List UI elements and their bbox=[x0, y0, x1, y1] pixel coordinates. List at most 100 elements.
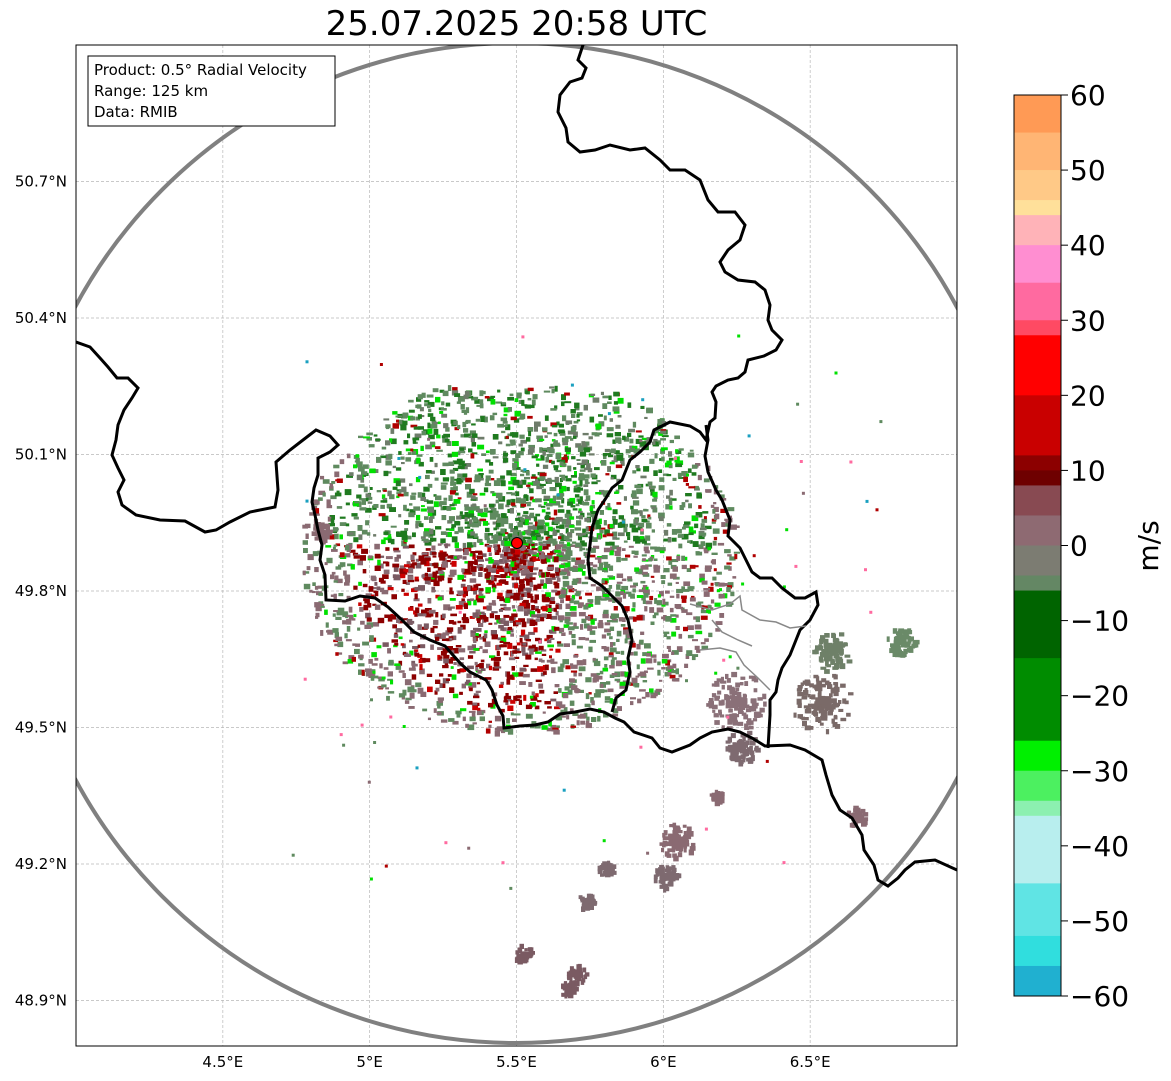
echo-pixel bbox=[535, 458, 542, 461]
echo-pixel bbox=[568, 631, 573, 635]
echo-pixel bbox=[531, 548, 537, 551]
echo-pixel bbox=[423, 499, 429, 502]
echo-pixel bbox=[599, 489, 605, 495]
echo-pixel bbox=[684, 521, 691, 525]
echo-pixel bbox=[400, 643, 405, 646]
echo-pixel bbox=[350, 564, 355, 570]
echo-pixel bbox=[531, 691, 535, 696]
echo-pixel bbox=[615, 597, 622, 603]
echo-pixel bbox=[561, 401, 565, 407]
echo-pixel bbox=[652, 491, 658, 498]
echo-pixel bbox=[698, 535, 705, 540]
echo-pixel bbox=[446, 678, 450, 681]
echo-pixel bbox=[448, 516, 455, 522]
echo-pixel bbox=[365, 668, 372, 672]
echo-pixel bbox=[451, 451, 459, 457]
echo-pixel bbox=[390, 428, 395, 434]
echo-pixel bbox=[401, 534, 408, 541]
echo-pixel bbox=[585, 526, 589, 532]
echo-pixel bbox=[346, 453, 351, 459]
echo-pixel bbox=[436, 711, 442, 715]
echo-pixel bbox=[614, 432, 621, 437]
echo-pixel bbox=[612, 531, 618, 537]
echo-pixel bbox=[550, 597, 555, 601]
echo-cell-pixel bbox=[812, 684, 818, 689]
echo-pixel bbox=[561, 476, 566, 481]
echo-pixel bbox=[658, 431, 663, 436]
echo-scatter bbox=[686, 473, 689, 477]
echo-cell-pixel bbox=[731, 671, 738, 678]
echo-pixel bbox=[472, 503, 477, 506]
echo-pixel bbox=[366, 437, 372, 441]
echo-pixel bbox=[644, 416, 648, 419]
echo-pixel bbox=[522, 560, 527, 566]
echo-pixel bbox=[465, 477, 472, 483]
echo-pixel bbox=[507, 628, 514, 633]
echo-pixel bbox=[549, 386, 555, 389]
echo-pixel bbox=[521, 479, 527, 485]
echo-pixel bbox=[312, 591, 316, 594]
echo-cell-pixel bbox=[690, 842, 696, 848]
echo-pixel bbox=[338, 593, 344, 597]
echo-pixel bbox=[555, 648, 561, 653]
echo-scatter bbox=[673, 456, 677, 460]
echo-cell-pixel bbox=[804, 725, 811, 731]
echo-pixel bbox=[455, 645, 462, 648]
echo-pixel bbox=[546, 727, 553, 732]
echo-pixel bbox=[569, 606, 577, 611]
echo-pixel bbox=[512, 458, 519, 462]
echo-pixel bbox=[542, 711, 546, 714]
echo-pixel bbox=[492, 521, 497, 525]
echo-pixel bbox=[601, 579, 605, 584]
echo-pixel bbox=[529, 582, 534, 588]
echo-pixel bbox=[392, 411, 398, 415]
echo-pixel bbox=[356, 502, 362, 507]
echo-pixel bbox=[492, 434, 499, 440]
echo-cell-pixel bbox=[846, 659, 853, 664]
colorbar-band bbox=[1014, 470, 1061, 486]
echo-pixel bbox=[638, 435, 644, 438]
echo-pixel bbox=[688, 526, 694, 533]
echo-pixel bbox=[344, 582, 350, 586]
echo-cell-pixel bbox=[801, 695, 808, 700]
echo-pixel bbox=[342, 620, 349, 625]
echo-pixel bbox=[656, 440, 661, 445]
echo-pixel bbox=[590, 547, 596, 553]
echo-pixel bbox=[435, 636, 440, 641]
echo-pixel bbox=[718, 593, 725, 599]
colorbar-tick-label: −50 bbox=[1070, 905, 1129, 938]
echo-pixel bbox=[579, 469, 586, 472]
echo-pixel bbox=[703, 588, 711, 591]
echo-pixel bbox=[683, 474, 688, 478]
echo-pixel bbox=[555, 453, 561, 459]
echo-pixel bbox=[601, 567, 607, 571]
echo-pixel bbox=[346, 595, 351, 600]
echo-pixel bbox=[435, 396, 441, 403]
echo-pixel bbox=[505, 693, 509, 699]
echo-scatter bbox=[621, 520, 625, 524]
echo-pixel bbox=[550, 698, 557, 702]
echo-cell-pixel bbox=[814, 703, 819, 708]
echo-pixel bbox=[668, 463, 673, 469]
echo-pixel bbox=[503, 651, 509, 656]
echo-cell-pixel bbox=[759, 707, 765, 713]
echo-pixel bbox=[568, 543, 573, 546]
echo-cell-pixel bbox=[817, 692, 822, 698]
echo-pixel bbox=[452, 460, 460, 465]
echo-pixel bbox=[488, 622, 493, 625]
echo-scatter bbox=[467, 846, 471, 850]
echo-pixel bbox=[467, 655, 474, 659]
echo-pixel bbox=[378, 577, 384, 583]
echo-pixel bbox=[390, 438, 397, 445]
echo-pixel bbox=[706, 489, 711, 493]
echo-pixel bbox=[449, 469, 455, 474]
echo-pixel bbox=[687, 540, 691, 543]
echo-cell-pixel bbox=[719, 714, 725, 718]
echo-pixel bbox=[335, 652, 339, 656]
echo-pixel bbox=[544, 701, 551, 705]
echo-pixel bbox=[436, 434, 441, 439]
echo-pixel bbox=[437, 543, 442, 546]
echo-pixel bbox=[631, 509, 638, 515]
echo-scatter bbox=[458, 610, 462, 614]
echo-pixel bbox=[685, 499, 689, 503]
